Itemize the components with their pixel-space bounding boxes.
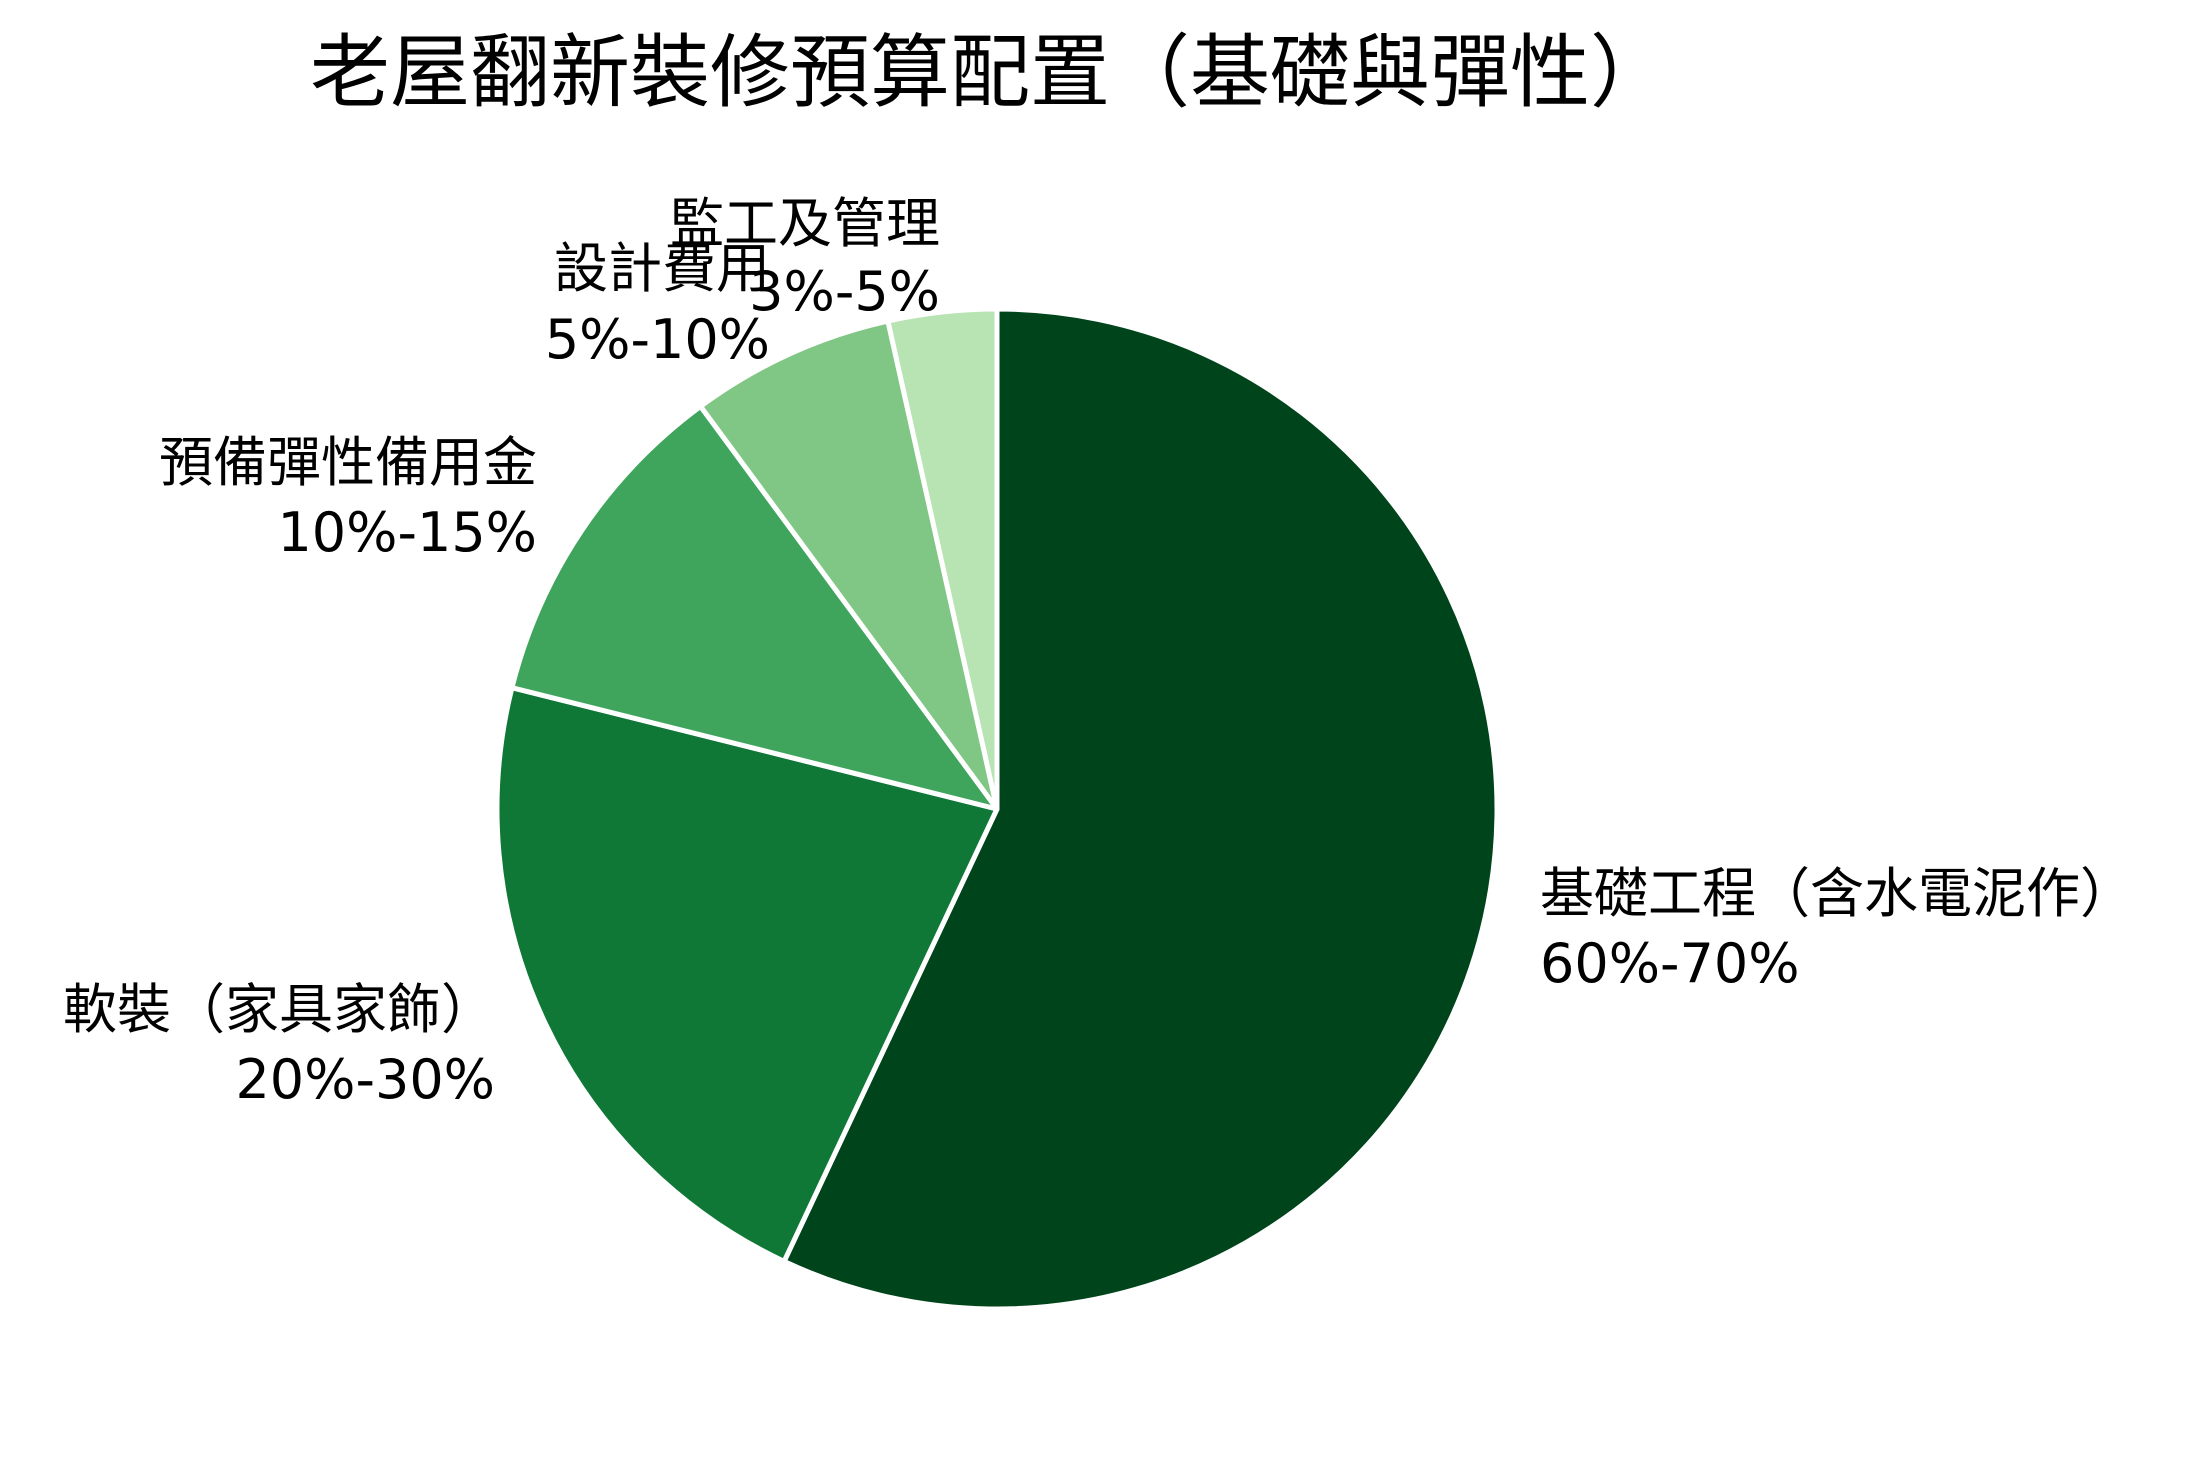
label-range: 3%-5% (749, 260, 940, 323)
label-name: 預備彈性備用金 (159, 431, 537, 494)
label-range: 10%-15% (277, 501, 537, 564)
slice-soft-furnishing[interactable] (494, 685, 1000, 1264)
chart-title: 老屋翻新裝修預算配置（基礎與彈性） (310, 26, 1670, 119)
label-foundation-works: 基礎工程（含水電泥作） 60%-70% (1540, 862, 2134, 995)
slice-contingency-fund[interactable] (509, 403, 1000, 812)
slice-foundation-works[interactable] (781, 306, 1500, 1312)
label-contingency-fund: 預備彈性備用金 10%-15% (159, 431, 537, 564)
label-name: 設計費用 (554, 237, 770, 300)
label-range: 20%-30% (235, 1048, 495, 1111)
label-range: 5%-10% (545, 308, 770, 371)
label-name: 基礎工程（含水電泥作） (1540, 862, 2134, 925)
label-supervision-management: 監工及管理 3%-5% (670, 192, 940, 323)
label-range: 60%-70% (1540, 932, 1800, 995)
pie-slices (494, 306, 1500, 1312)
label-soft-furnishing: 軟裝（家具家飾） 20%-30% (63, 978, 495, 1111)
label-name: 監工及管理 (670, 192, 940, 255)
label-name: 軟裝（家具家飾） (63, 978, 495, 1041)
label-design-fee: 設計費用 5%-10% (545, 237, 770, 371)
slice-design-fee[interactable] (698, 318, 1000, 812)
slice-supervision-management[interactable] (885, 306, 1000, 812)
